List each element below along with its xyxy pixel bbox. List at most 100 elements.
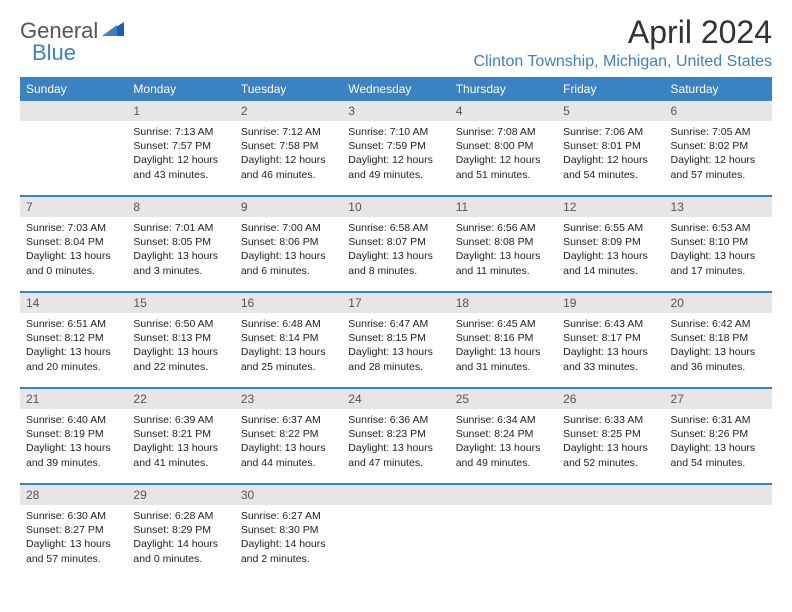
day-sr: Sunrise: 6:33 AM	[563, 413, 658, 427]
day-sr: Sunrise: 6:30 AM	[26, 509, 121, 523]
day-dl1: Daylight: 13 hours	[456, 441, 551, 455]
day-sr: Sunrise: 6:53 AM	[671, 221, 766, 235]
day-number: 14	[20, 293, 127, 313]
day-dl1: Daylight: 12 hours	[671, 153, 766, 167]
day-header: Friday	[557, 77, 664, 101]
day-cell: 28Sunrise: 6:30 AMSunset: 8:27 PMDayligh…	[20, 485, 127, 579]
day-number: 24	[342, 389, 449, 409]
day-cell: 30Sunrise: 6:27 AMSunset: 8:30 PMDayligh…	[235, 485, 342, 579]
month-title: April 2024	[473, 14, 772, 51]
day-ss: Sunset: 8:25 PM	[563, 427, 658, 441]
day-ss: Sunset: 7:58 PM	[241, 139, 336, 153]
day-number: 4	[450, 101, 557, 121]
day-number: 15	[127, 293, 234, 313]
day-content: Sunrise: 7:06 AMSunset: 8:01 PMDaylight:…	[557, 121, 664, 188]
day-sr: Sunrise: 6:31 AM	[671, 413, 766, 427]
day-content: Sunrise: 7:12 AMSunset: 7:58 PMDaylight:…	[235, 121, 342, 188]
day-cell: 27Sunrise: 6:31 AMSunset: 8:26 PMDayligh…	[665, 389, 772, 483]
day-dl1: Daylight: 13 hours	[563, 249, 658, 263]
day-cell: 4Sunrise: 7:08 AMSunset: 8:00 PMDaylight…	[450, 101, 557, 195]
day-sr: Sunrise: 7:13 AM	[133, 125, 228, 139]
day-cell: 12Sunrise: 6:55 AMSunset: 8:09 PMDayligh…	[557, 197, 664, 291]
day-dl1: Daylight: 13 hours	[133, 345, 228, 359]
day-cell: 24Sunrise: 6:36 AMSunset: 8:23 PMDayligh…	[342, 389, 449, 483]
day-dl2: and 11 minutes.	[456, 264, 551, 278]
day-number: 9	[235, 197, 342, 217]
day-ss: Sunset: 8:12 PM	[26, 331, 121, 345]
day-cell: 1Sunrise: 7:13 AMSunset: 7:57 PMDaylight…	[127, 101, 234, 195]
day-number: 12	[557, 197, 664, 217]
day-dl2: and 49 minutes.	[456, 456, 551, 470]
day-number: 16	[235, 293, 342, 313]
day-header: Tuesday	[235, 77, 342, 101]
day-ss: Sunset: 8:17 PM	[563, 331, 658, 345]
day-dl1: Daylight: 13 hours	[348, 249, 443, 263]
day-number: 23	[235, 389, 342, 409]
day-ss: Sunset: 8:05 PM	[133, 235, 228, 249]
day-sr: Sunrise: 6:43 AM	[563, 317, 658, 331]
day-cell: 25Sunrise: 6:34 AMSunset: 8:24 PMDayligh…	[450, 389, 557, 483]
day-dl2: and 17 minutes.	[671, 264, 766, 278]
day-sr: Sunrise: 6:50 AM	[133, 317, 228, 331]
logo-triangle-icon	[102, 20, 124, 41]
day-number: 6	[665, 101, 772, 121]
day-content: Sunrise: 6:48 AMSunset: 8:14 PMDaylight:…	[235, 313, 342, 380]
day-ss: Sunset: 8:07 PM	[348, 235, 443, 249]
day-content: Sunrise: 6:28 AMSunset: 8:29 PMDaylight:…	[127, 505, 234, 572]
header: General April 2024 Clinton Township, Mic…	[20, 14, 772, 71]
day-dl1: Daylight: 13 hours	[563, 345, 658, 359]
day-cell: 7Sunrise: 7:03 AMSunset: 8:04 PMDaylight…	[20, 197, 127, 291]
day-dl2: and 57 minutes.	[26, 552, 121, 566]
day-sr: Sunrise: 6:28 AM	[133, 509, 228, 523]
day-number-empty	[665, 485, 772, 505]
day-sr: Sunrise: 6:27 AM	[241, 509, 336, 523]
day-ss: Sunset: 8:24 PM	[456, 427, 551, 441]
day-content: Sunrise: 6:36 AMSunset: 8:23 PMDaylight:…	[342, 409, 449, 476]
day-content: Sunrise: 7:03 AMSunset: 8:04 PMDaylight:…	[20, 217, 127, 284]
day-dl2: and 49 minutes.	[348, 168, 443, 182]
day-cell: 3Sunrise: 7:10 AMSunset: 7:59 PMDaylight…	[342, 101, 449, 195]
day-number-empty	[342, 485, 449, 505]
day-content: Sunrise: 6:58 AMSunset: 8:07 PMDaylight:…	[342, 217, 449, 284]
day-cell: 29Sunrise: 6:28 AMSunset: 8:29 PMDayligh…	[127, 485, 234, 579]
day-content: Sunrise: 7:00 AMSunset: 8:06 PMDaylight:…	[235, 217, 342, 284]
day-sr: Sunrise: 7:03 AM	[26, 221, 121, 235]
day-header: Monday	[127, 77, 234, 101]
day-dl2: and 31 minutes.	[456, 360, 551, 374]
day-sr: Sunrise: 6:39 AM	[133, 413, 228, 427]
title-block: April 2024 Clinton Township, Michigan, U…	[473, 14, 772, 71]
day-dl2: and 33 minutes.	[563, 360, 658, 374]
day-sr: Sunrise: 6:55 AM	[563, 221, 658, 235]
day-dl2: and 0 minutes.	[133, 552, 228, 566]
day-ss: Sunset: 7:57 PM	[133, 139, 228, 153]
day-number: 25	[450, 389, 557, 409]
day-ss: Sunset: 8:26 PM	[671, 427, 766, 441]
day-number: 30	[235, 485, 342, 505]
day-number: 7	[20, 197, 127, 217]
day-number: 29	[127, 485, 234, 505]
day-sr: Sunrise: 7:05 AM	[671, 125, 766, 139]
day-number: 17	[342, 293, 449, 313]
day-number: 11	[450, 197, 557, 217]
day-number: 8	[127, 197, 234, 217]
day-dl2: and 57 minutes.	[671, 168, 766, 182]
day-cell: 15Sunrise: 6:50 AMSunset: 8:13 PMDayligh…	[127, 293, 234, 387]
day-ss: Sunset: 8:06 PM	[241, 235, 336, 249]
day-ss: Sunset: 8:23 PM	[348, 427, 443, 441]
day-dl2: and 8 minutes.	[348, 264, 443, 278]
day-header: Thursday	[450, 77, 557, 101]
day-content: Sunrise: 6:34 AMSunset: 8:24 PMDaylight:…	[450, 409, 557, 476]
day-cell: 19Sunrise: 6:43 AMSunset: 8:17 PMDayligh…	[557, 293, 664, 387]
day-sr: Sunrise: 6:34 AM	[456, 413, 551, 427]
day-dl1: Daylight: 13 hours	[133, 441, 228, 455]
day-dl1: Daylight: 13 hours	[671, 345, 766, 359]
day-cell	[665, 485, 772, 579]
day-ss: Sunset: 8:02 PM	[671, 139, 766, 153]
location: Clinton Township, Michigan, United State…	[473, 53, 772, 71]
day-content: Sunrise: 6:33 AMSunset: 8:25 PMDaylight:…	[557, 409, 664, 476]
day-content: Sunrise: 7:05 AMSunset: 8:02 PMDaylight:…	[665, 121, 772, 188]
day-cell: 23Sunrise: 6:37 AMSunset: 8:22 PMDayligh…	[235, 389, 342, 483]
day-cell: 14Sunrise: 6:51 AMSunset: 8:12 PMDayligh…	[20, 293, 127, 387]
day-sr: Sunrise: 7:00 AM	[241, 221, 336, 235]
day-content: Sunrise: 7:10 AMSunset: 7:59 PMDaylight:…	[342, 121, 449, 188]
